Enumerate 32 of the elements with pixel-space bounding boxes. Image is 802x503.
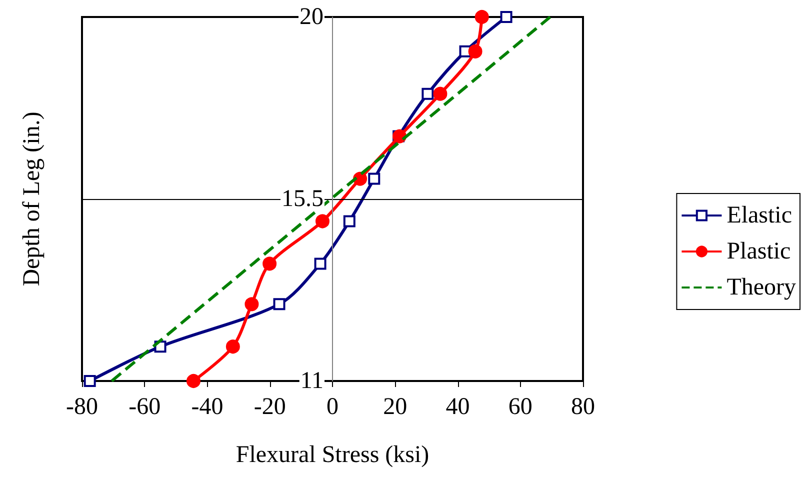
x-tick-label: 40: [446, 394, 470, 420]
legend-label: Elastic: [726, 202, 792, 228]
x-tick-label: 0: [326, 394, 338, 420]
y-tick-label: 20: [300, 4, 324, 30]
point: [315, 214, 330, 228]
point: [468, 44, 482, 58]
legend-label: Plastic: [726, 238, 791, 264]
x-tick-label: 20: [383, 394, 408, 420]
point: [84, 375, 96, 387]
y-axis-title: Depth of Leg (in.): [19, 112, 45, 286]
x-tick-label: -40: [191, 394, 224, 420]
legend-label: Theory: [726, 274, 796, 300]
point: [500, 11, 512, 23]
point: [422, 88, 434, 100]
point: [262, 256, 277, 271]
point: [433, 86, 448, 101]
x-axis-title: Flexural Stress (ksi): [236, 442, 430, 468]
point: [368, 172, 380, 185]
point: [244, 297, 259, 312]
point: [474, 10, 489, 24]
x-tick-label: -20: [254, 394, 286, 420]
x-tick-label: 80: [571, 394, 595, 420]
point: [273, 298, 286, 310]
point: [186, 374, 200, 388]
y-tick-label: 15.5: [282, 186, 324, 212]
point: [314, 258, 326, 270]
x-tick-label: -60: [128, 394, 161, 420]
y-tick-label: 11: [300, 368, 324, 394]
point: [343, 215, 356, 228]
point: [226, 340, 240, 354]
x-tick-label: 60: [508, 394, 532, 420]
x-tick-label: -80: [66, 394, 98, 420]
